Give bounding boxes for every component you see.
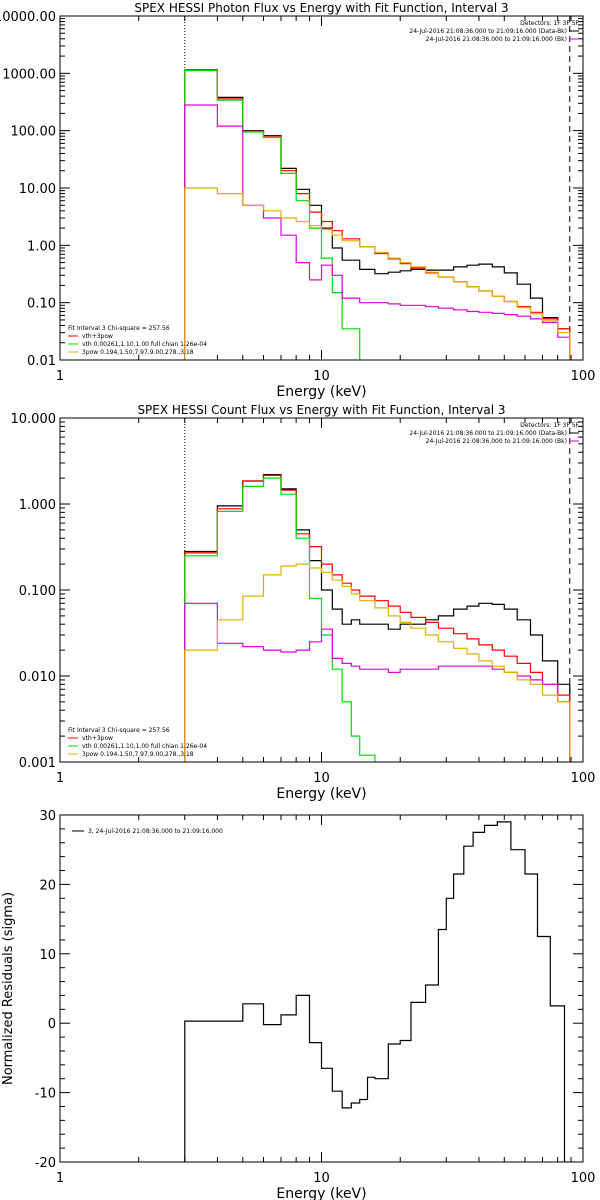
chart-panel-2: SPEX HESSI Count Flux vs Energy with Fit…: [11, 403, 596, 802]
series-line-3: [184, 69, 361, 360]
x-tick-label: 10: [313, 1171, 330, 1186]
fit-summary: Fit Interval 3 Chi-square = 257.56: [68, 325, 170, 332]
y-tick-label: 0.001: [19, 756, 56, 771]
legend-entry: 24-Jul-2016 21:08:36.000 to 21:09:16.000…: [409, 28, 567, 35]
x-axis-label: Energy (keV): [276, 384, 366, 400]
legend-entry: vth 0.00261,1.10,1.00 full chian 1.26e-0…: [82, 341, 207, 348]
y-tick-label: 1000.00: [2, 67, 56, 82]
y-tick-label: 1.00: [27, 239, 56, 254]
y-tick-label: 30: [39, 809, 56, 824]
chart-panel-3: 1 10 100 Energy (keV) -20 -10 0 10 20 30 Normalize…: [1, 809, 595, 1200]
legend-entry: vth 0.00261,1.10,1.00 full chian 1.26e-0…: [82, 743, 207, 750]
legend-detectors: Detectors: 1F 3F 5F: [520, 422, 579, 429]
legend-entry: 3, 24-Jul-2016 21:08:36.000 to 21:09:16.…: [88, 828, 223, 835]
series-line-4: [184, 104, 571, 360]
series-line-4: [184, 602, 571, 762]
x-tick-label: 10: [313, 771, 330, 786]
chart-panel-1: SPEX HESSI Photon Flux vs Energy with Fi…: [0, 1, 595, 400]
y-tick-label: -10: [35, 1087, 56, 1102]
x-tick-label: 10: [313, 369, 330, 384]
series-group: [184, 474, 571, 762]
legend-entry: 3pow 0.194,1.50,7.97,9.00,278.,3.18: [82, 349, 194, 356]
y-tick-label: 0.01: [27, 354, 56, 369]
fit-summary: Fit Interval 3 Chi-square = 257.56: [68, 727, 170, 734]
x-tick-label: 1: [56, 771, 64, 786]
chart-title: SPEX HESSI Count Flux vs Energy with Fit…: [137, 403, 505, 417]
plot-frame: [59, 814, 584, 1163]
x-tick-label: 1: [56, 1171, 64, 1186]
legend-detectors: Detectors: 1F 3F 5F: [520, 20, 579, 27]
legend-entry: vth+3pow: [82, 735, 113, 742]
series-line-1: [184, 821, 570, 1162]
series-line-5: [184, 187, 571, 360]
legend-entry: 3pow 0.194,1.50,7.97,9.00,278.,3.18: [82, 751, 194, 758]
x-tick-label: 100: [571, 771, 596, 786]
y-tick-label: 0.010: [19, 670, 56, 685]
legend-entry: 24-Jul-2016 21:08:36.000 to 21:09:16.000…: [426, 438, 567, 445]
legend-entry: 24-Jul-2016 21:08:36.000 to 21:09:16.000…: [426, 36, 567, 43]
x-tick-label: 100: [571, 369, 596, 384]
x-axis-label: Energy (keV): [276, 1186, 366, 1200]
plot-frame: [59, 417, 584, 763]
series-group: [184, 821, 570, 1162]
x-tick-label: 1: [56, 369, 64, 384]
y-tick-label: 0: [48, 1017, 56, 1032]
y-tick-label: 10.00: [19, 182, 56, 197]
y-tick-label: -20: [35, 1156, 56, 1171]
y-tick-label: 10.000: [11, 412, 57, 427]
y-tick-label: 10: [39, 948, 56, 963]
legend-entry: vth+3pow: [82, 333, 113, 340]
y-tick-label: 0.10: [27, 297, 56, 312]
y-tick-label: 100.00: [11, 125, 57, 140]
series-line-5: [184, 563, 571, 762]
legend-entry: 24-Jul-2016 21:08:36.000 to 21:09:16.000…: [409, 430, 567, 437]
series-group: [184, 69, 571, 360]
y-tick-label: 20: [39, 878, 56, 893]
y-tick-label: 1.000: [19, 498, 56, 513]
chart-title: SPEX HESSI Photon Flux vs Energy with Fi…: [134, 1, 508, 15]
y-tick-label: 0.100: [19, 584, 56, 599]
series-line-2: [184, 474, 571, 762]
plot-frame: [59, 15, 584, 361]
y-tick-label: 10000.00: [0, 10, 56, 25]
y-axis-label: Normalized Residuals (sigma): [1, 892, 16, 1085]
x-tick-label: 100: [571, 1171, 596, 1186]
x-axis-label: Energy (keV): [276, 786, 366, 802]
series-line-3: [184, 477, 376, 762]
